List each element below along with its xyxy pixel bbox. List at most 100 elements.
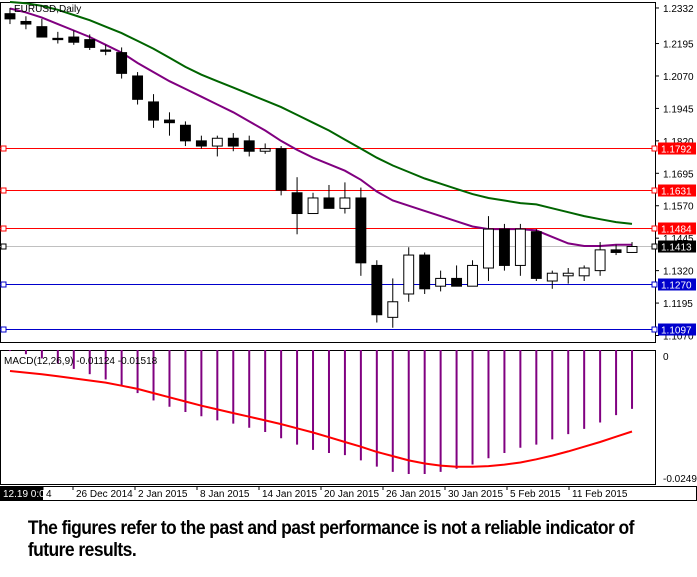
candle <box>52 31 64 44</box>
time-axis-label: 8 Jan 2015 <box>200 489 250 500</box>
price-tick-label: 1.1195 <box>663 299 693 310</box>
disclaimer-text: The figures refer to the past and past p… <box>27 518 635 561</box>
candle <box>435 270 447 292</box>
candle <box>116 47 128 79</box>
candle <box>610 244 622 256</box>
level-tag <box>658 240 696 253</box>
level-handle-right <box>651 243 658 250</box>
time-axis-cursor-box <box>1 487 43 500</box>
time-axis-label: 2 Jan 2015 <box>138 489 188 500</box>
candle <box>211 135 223 157</box>
candle <box>562 268 574 284</box>
level-handle-left <box>0 243 7 250</box>
candle <box>100 44 112 56</box>
time-axis-label: 4 <box>46 489 52 500</box>
candle-body-bear <box>371 264 383 316</box>
level-tag-label: 1.1631 <box>661 187 692 198</box>
macd-pane: 0 -0.024984 <box>0 350 697 485</box>
candle <box>68 30 80 45</box>
candle <box>20 16 32 30</box>
candle-body-bear <box>275 148 287 191</box>
level-handle-left <box>0 145 7 152</box>
time-axis: 12.19 0:004 26 Dec 2014 2 Jan 2015 8 Jan 20… <box>0 486 697 501</box>
price-tick-label: 1.1945 <box>663 104 694 115</box>
price-tick-label: 1.2332 <box>663 4 694 15</box>
candle-body-bull <box>626 245 638 253</box>
time-axis-label: 5 Feb 2015 <box>510 489 561 500</box>
level-handle-right <box>651 326 658 333</box>
level-handle-right <box>651 281 658 288</box>
candle <box>36 18 48 38</box>
candle-body-bear <box>530 231 542 279</box>
candle <box>275 146 287 196</box>
candle-body-bull <box>339 197 351 209</box>
candle-body-bear <box>164 119 175 124</box>
macd-signal-line <box>9 370 633 468</box>
candle <box>148 94 159 128</box>
candle-body-bear <box>195 140 207 147</box>
price-pane: 1.2332 1.2195 1.2070 1.1945 1.1820 1.1695 1.15… <box>0 1 696 343</box>
candle-body-bear <box>4 13 16 20</box>
candle-body-bull <box>387 301 399 318</box>
chart-background <box>0 0 697 520</box>
candle-body-bull <box>562 272 574 277</box>
level-tag-label: 1.1270 <box>661 281 692 292</box>
level-tag-label: 1.1792 <box>661 145 692 156</box>
level-handle-left <box>0 225 7 232</box>
price-tick-label: 1.1570 <box>663 202 694 213</box>
time-axis-label: 26 Dec 2014 <box>76 489 133 500</box>
candle-body-bear <box>419 254 431 290</box>
macd-tick-label: -0.024984 <box>663 474 697 485</box>
time-axis-label: 11 Feb 2015 <box>572 489 628 500</box>
candle-body-bear <box>148 101 159 121</box>
candle-body-bear <box>227 137 239 147</box>
candle <box>355 187 367 276</box>
candle <box>483 216 494 282</box>
price-tick-label: 1.1070 <box>663 332 694 343</box>
level-handle-right <box>651 225 658 232</box>
candle-body-bull <box>467 264 478 287</box>
candle <box>451 265 463 287</box>
price-tick-label: 1.1695 <box>663 169 694 180</box>
macd-label: MACD(12,26,9) -0.01124 -0.01518 <box>4 356 158 367</box>
candle-body-bear <box>20 20 32 25</box>
candle <box>530 229 542 282</box>
time-axis-label: 20 Jan 2015 <box>324 489 379 500</box>
candle-body-bull <box>514 228 526 266</box>
price-tick-label: 1.2195 <box>663 40 694 51</box>
price-tick-label: 1.1320 <box>663 267 694 278</box>
candle <box>243 135 255 157</box>
candle-body-bear <box>52 37 64 41</box>
candle-body-bull <box>307 197 319 215</box>
level-handle-left <box>0 281 7 288</box>
time-axis-label: 30 Jan 2015 <box>448 489 503 500</box>
candle <box>546 270 558 289</box>
level-tag <box>658 222 696 235</box>
candle <box>419 252 431 294</box>
candle <box>498 223 510 271</box>
candle-body-bull <box>211 137 223 147</box>
candle <box>403 247 415 302</box>
level-tag <box>658 323 696 336</box>
candle <box>339 182 351 214</box>
candle <box>259 143 271 154</box>
candle-body-bear <box>84 39 96 48</box>
candle <box>227 133 239 152</box>
time-axis-label: 14 Jan 2015 <box>262 489 317 500</box>
candle <box>514 223 526 276</box>
chart-area: 1.2332 1.2195 1.2070 1.1945 1.1820 1.1695 1.15… <box>0 0 697 520</box>
level-handle-right <box>651 145 658 152</box>
ma-slow-line <box>9 1 633 225</box>
candle-body-bull <box>578 267 590 277</box>
candle <box>371 260 383 323</box>
candle-body-bear <box>323 197 335 209</box>
price-tick-label: 1.2070 <box>663 72 694 83</box>
level-handle-right <box>651 187 658 194</box>
time-axis-label: 26 Jan 2015 <box>386 489 441 500</box>
candle <box>578 265 590 282</box>
level-handle-left <box>0 326 7 333</box>
candle-body-bear <box>243 140 255 152</box>
candle-body-bear <box>116 52 128 74</box>
level-tag-label: 1.1484 <box>661 225 692 236</box>
candle <box>387 278 399 328</box>
